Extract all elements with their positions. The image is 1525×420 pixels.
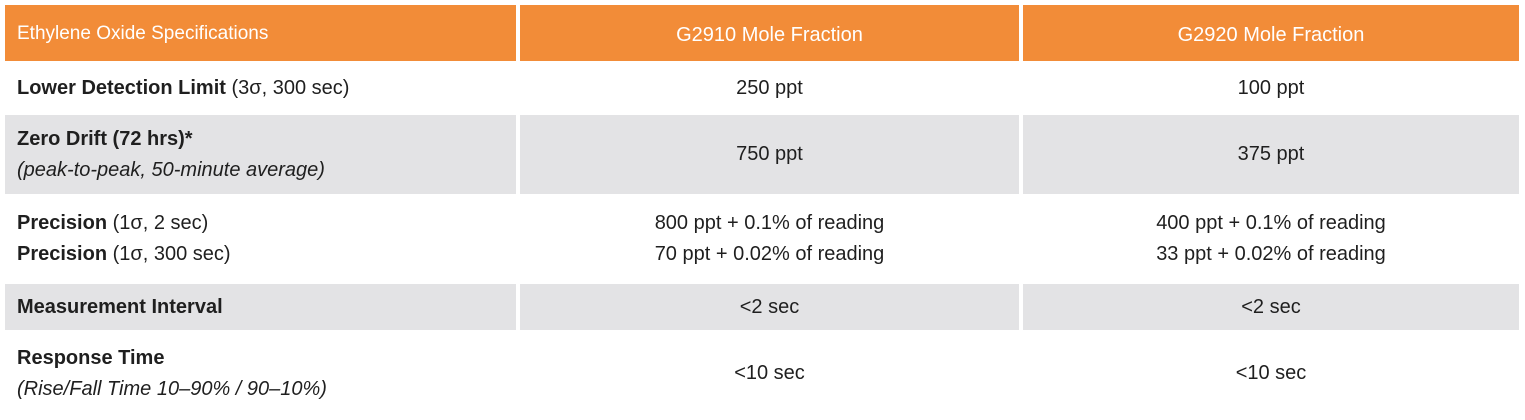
spec-table: Ethylene Oxide Specifications G2910 Mole… bbox=[5, 5, 1519, 413]
row-label-main: Lower Detection Limit bbox=[17, 76, 226, 99]
row-label-sub: (Rise/Fall Time 10–90% / 90–10%) bbox=[17, 377, 327, 400]
row-label-paren: (3σ, 300 sec) bbox=[225, 76, 350, 99]
table-row: Precision (1σ, 2 sec) Precision (1σ, 300… bbox=[5, 194, 1519, 280]
row-label-main: Response Time bbox=[17, 346, 165, 369]
row-label-main: Precision bbox=[17, 211, 108, 234]
g2910-value-line-2: 70 ppt + 0.02% of reading bbox=[654, 242, 885, 265]
header-row: Ethylene Oxide Specifications G2910 Mole… bbox=[5, 5, 1519, 61]
row-label: Response Time (Rise/Fall Time 10–90% / 9… bbox=[5, 330, 516, 413]
row-label-paren-2: (1σ, 300 sec) bbox=[107, 242, 231, 265]
g2910-value: 800 ppt + 0.1% of reading 70 ppt + 0.02%… bbox=[516, 194, 1019, 280]
g2910-value-line: 800 ppt + 0.1% of reading bbox=[654, 211, 885, 234]
g2920-value: <10 sec bbox=[1019, 330, 1519, 413]
row-label: Zero Drift (72 hrs)* (peak-to-peak, 50-m… bbox=[5, 111, 516, 194]
header-g2910: G2910 Mole Fraction bbox=[516, 5, 1019, 61]
row-label-main: Measurement Interval bbox=[17, 295, 223, 318]
table-row: Measurement Interval <2 sec <2 sec bbox=[5, 279, 1519, 331]
g2910-value: 750 ppt bbox=[516, 111, 1019, 194]
g2910-value: <10 sec bbox=[516, 330, 1019, 413]
row-label: Measurement Interval bbox=[5, 279, 516, 331]
g2920-value: 400 ppt + 0.1% of reading 33 ppt + 0.02%… bbox=[1019, 194, 1519, 280]
row-label: Precision (1σ, 2 sec) Precision (1σ, 300… bbox=[5, 194, 516, 280]
header-g2920: G2920 Mole Fraction bbox=[1019, 5, 1519, 61]
g2910-value: 250 ppt bbox=[516, 61, 1019, 112]
header-specifications: Ethylene Oxide Specifications bbox=[5, 5, 516, 61]
g2920-value: 100 ppt bbox=[1019, 61, 1519, 112]
g2920-value-line-2: 33 ppt + 0.02% of reading bbox=[1156, 242, 1386, 265]
table-row: Response Time (Rise/Fall Time 10–90% / 9… bbox=[5, 330, 1519, 413]
row-label-main: Zero Drift (72 hrs)* bbox=[17, 127, 193, 150]
g2920-value: <2 sec bbox=[1019, 279, 1519, 331]
table-row: Zero Drift (72 hrs)* (peak-to-peak, 50-m… bbox=[5, 111, 1519, 194]
table-row: Lower Detection Limit (3σ, 300 sec) 250 … bbox=[5, 61, 1519, 112]
row-label-sub: (peak-to-peak, 50-minute average) bbox=[17, 158, 325, 181]
g2920-value-line: 400 ppt + 0.1% of reading bbox=[1156, 211, 1386, 234]
row-label-paren: (1σ, 2 sec) bbox=[107, 211, 209, 234]
g2910-value: <2 sec bbox=[516, 279, 1019, 331]
row-label-main-2: Precision bbox=[17, 242, 108, 265]
g2920-value: 375 ppt bbox=[1019, 111, 1519, 194]
row-label: Lower Detection Limit (3σ, 300 sec) bbox=[5, 61, 516, 112]
